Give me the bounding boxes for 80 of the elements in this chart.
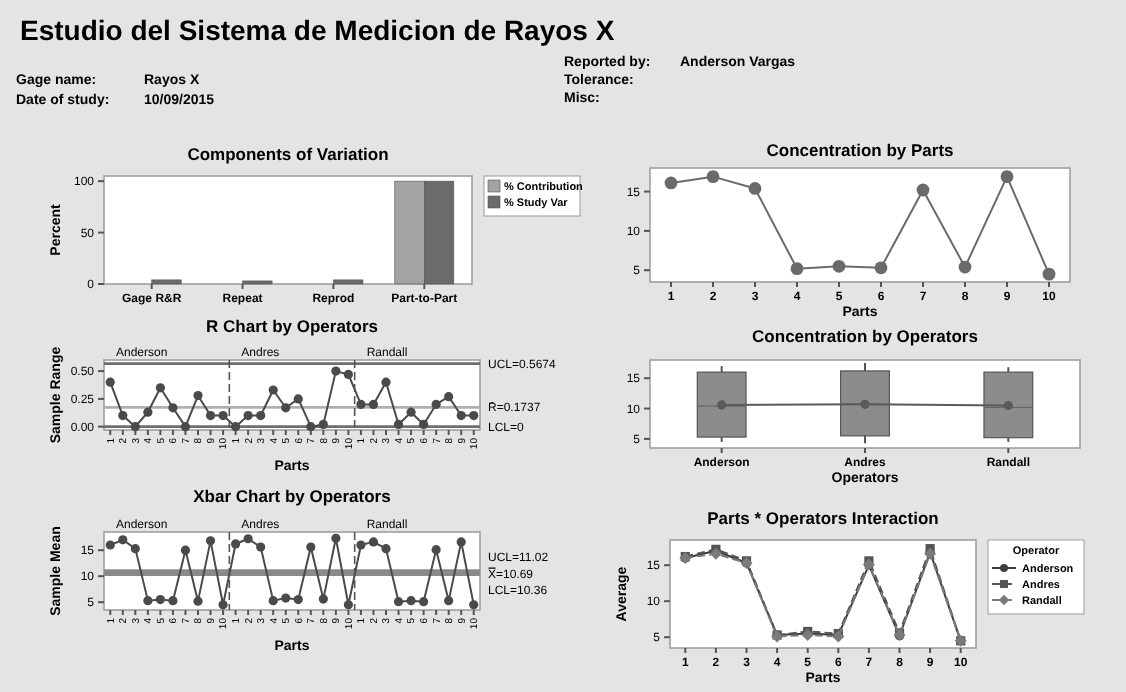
point [343, 369, 353, 380]
point [180, 422, 191, 432]
point [916, 183, 930, 197]
point [832, 259, 846, 273]
point [256, 542, 266, 552]
point [419, 419, 429, 430]
point [281, 403, 291, 413]
point [218, 600, 228, 610]
point [281, 593, 291, 603]
point [268, 596, 278, 606]
point [168, 596, 178, 606]
point [318, 419, 328, 430]
point [431, 399, 441, 410]
point [958, 260, 972, 274]
point [130, 422, 140, 432]
point [155, 383, 165, 393]
point [419, 597, 429, 607]
point [706, 170, 720, 184]
point [193, 390, 203, 401]
point [393, 597, 404, 607]
point [393, 419, 404, 430]
chart-title: R Chart by Operators [206, 316, 379, 336]
point [1042, 267, 1056, 281]
bar [151, 279, 182, 285]
point [431, 545, 441, 555]
point [205, 410, 216, 421]
point [444, 596, 454, 606]
chart-title: Parts * Operators Interaction [707, 508, 939, 528]
point [456, 410, 466, 421]
point [406, 407, 416, 417]
point [381, 377, 391, 387]
point [406, 596, 416, 606]
point [318, 594, 328, 604]
text: Estudio del Sistema de Medicion de Rayos X [20, 14, 616, 46]
point [205, 536, 216, 546]
point [331, 366, 341, 376]
point [456, 537, 466, 547]
point [256, 410, 266, 421]
line-series [105, 533, 479, 610]
point [193, 596, 203, 606]
point [874, 261, 888, 275]
chart-title: Concentration by Parts [766, 140, 955, 160]
point [293, 394, 303, 404]
point [306, 542, 316, 552]
point [381, 544, 391, 554]
point [243, 410, 253, 421]
point [231, 422, 241, 432]
point [343, 600, 353, 610]
point [105, 377, 115, 387]
point [790, 262, 804, 276]
point [155, 595, 165, 605]
point [469, 410, 479, 421]
point [469, 600, 479, 610]
point [143, 596, 153, 606]
point [243, 534, 253, 544]
point [168, 403, 178, 413]
point [444, 392, 454, 402]
point [218, 410, 228, 421]
point [105, 540, 115, 550]
point [664, 176, 678, 190]
point [118, 410, 128, 421]
point [368, 399, 379, 410]
point [130, 544, 140, 554]
point [368, 537, 379, 547]
point [268, 385, 278, 395]
point [180, 545, 191, 555]
point [293, 595, 303, 605]
point [331, 533, 341, 543]
point [231, 539, 241, 549]
point [748, 182, 762, 195]
point [118, 535, 128, 545]
bar [333, 279, 364, 285]
chart-title: Components of Variation [187, 144, 389, 164]
point [356, 540, 366, 550]
point [1000, 170, 1014, 184]
point [356, 399, 366, 410]
chart-title: Xbar Chart by Operators [193, 486, 392, 506]
chart-title: Concentration by Operators [752, 326, 979, 346]
point [306, 422, 316, 432]
point [143, 407, 153, 417]
